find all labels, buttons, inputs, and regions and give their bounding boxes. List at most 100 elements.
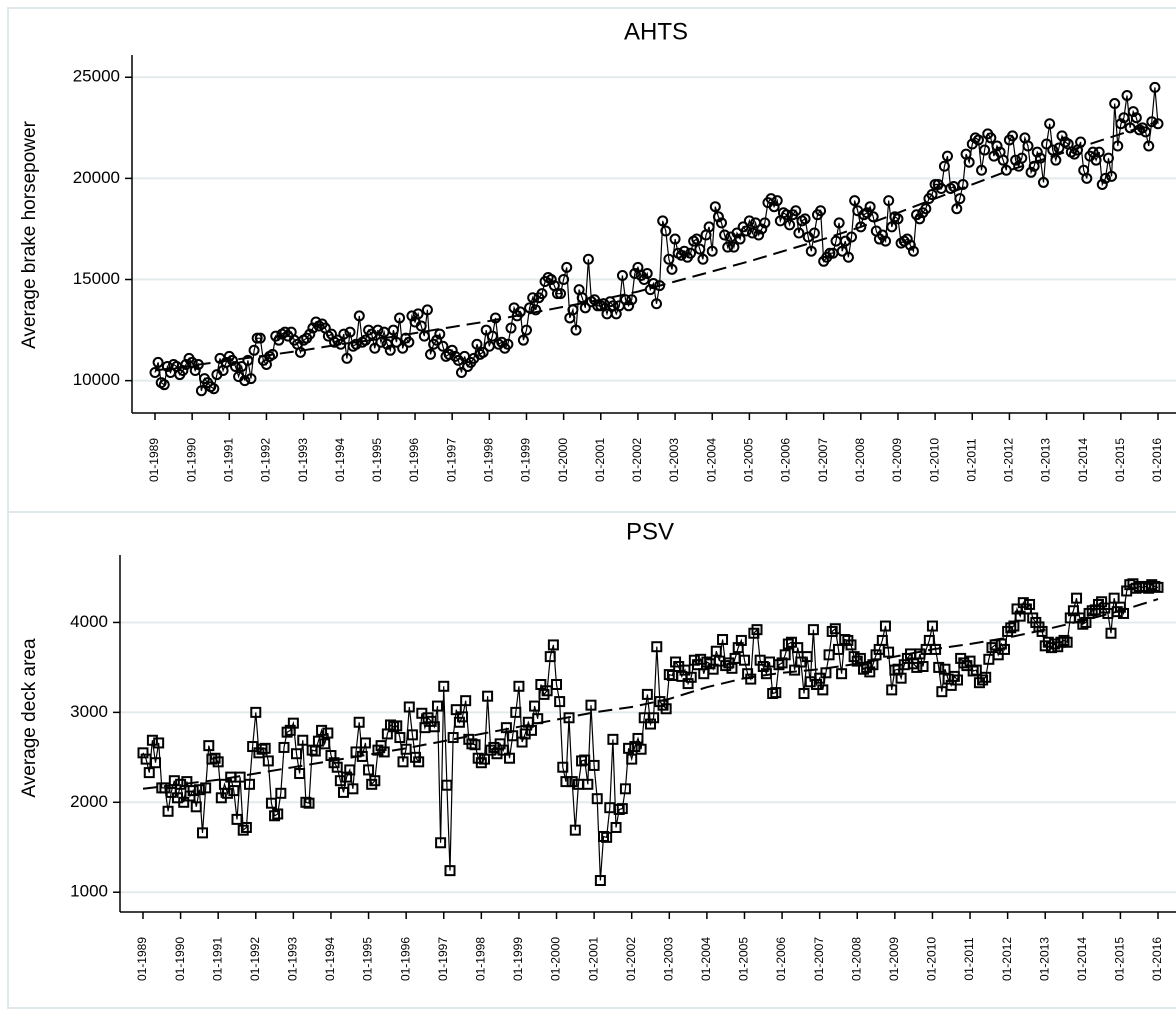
x-tick-label: 01-1998 xyxy=(482,438,496,482)
point xyxy=(886,221,898,233)
point xyxy=(576,292,588,304)
point xyxy=(457,711,469,723)
point xyxy=(846,231,858,243)
point xyxy=(387,324,399,336)
point xyxy=(363,764,375,776)
point xyxy=(799,213,811,225)
point xyxy=(544,651,556,663)
point xyxy=(412,308,424,320)
point xyxy=(836,668,848,680)
point xyxy=(879,620,891,632)
y-tick-label: 20000 xyxy=(73,168,120,187)
point xyxy=(798,687,810,699)
x-tick-label: 01-1991 xyxy=(210,937,224,981)
point xyxy=(1099,172,1111,184)
point xyxy=(146,734,158,746)
point xyxy=(1047,144,1059,156)
point xyxy=(291,748,303,760)
y-tick-label: 10000 xyxy=(73,370,120,389)
point xyxy=(666,263,678,275)
point xyxy=(431,700,443,712)
point xyxy=(849,195,861,207)
x-tick-label: 01-2008 xyxy=(849,937,863,981)
point xyxy=(428,721,440,733)
point xyxy=(709,201,721,213)
point xyxy=(864,666,876,678)
x-tick-label: 01-1997 xyxy=(444,438,458,482)
point xyxy=(566,776,578,788)
point xyxy=(1096,178,1108,190)
point xyxy=(312,735,324,747)
point xyxy=(353,716,365,728)
point xyxy=(753,229,765,241)
point xyxy=(691,233,703,245)
point xyxy=(738,654,750,666)
point xyxy=(591,793,603,805)
point xyxy=(826,625,838,637)
point xyxy=(682,678,694,690)
point xyxy=(876,634,888,646)
point xyxy=(1041,138,1053,150)
point xyxy=(952,674,964,686)
point xyxy=(344,326,356,338)
x-tick-label: 01-1997 xyxy=(436,937,450,981)
trend-line xyxy=(154,120,1159,372)
point xyxy=(272,808,284,820)
point xyxy=(195,385,207,397)
x-tick-label: 01-2016 xyxy=(1150,438,1164,482)
point xyxy=(938,160,950,172)
point xyxy=(623,300,635,312)
point xyxy=(1152,581,1164,593)
point xyxy=(244,778,256,790)
figure-frame xyxy=(7,7,1176,1009)
point xyxy=(1061,636,1073,648)
point xyxy=(547,639,559,651)
point xyxy=(187,785,199,797)
y-tick-label: 25000 xyxy=(73,67,120,86)
point xyxy=(434,328,446,340)
point xyxy=(236,360,248,372)
point xyxy=(269,810,281,822)
point xyxy=(1130,112,1142,124)
point xyxy=(635,743,647,755)
point xyxy=(1031,146,1043,158)
point xyxy=(431,334,443,346)
point xyxy=(694,243,706,255)
point xyxy=(1017,597,1029,609)
point xyxy=(805,245,817,257)
point xyxy=(616,803,628,815)
point xyxy=(883,195,895,207)
point xyxy=(502,338,514,350)
point xyxy=(494,738,506,750)
point xyxy=(435,837,447,849)
point xyxy=(722,241,734,253)
point xyxy=(679,664,691,676)
point xyxy=(644,284,656,296)
point xyxy=(384,719,396,731)
point xyxy=(582,778,594,790)
point xyxy=(793,227,805,239)
point xyxy=(941,150,953,162)
y-axis-label: Average deck area xyxy=(19,638,40,798)
point xyxy=(1016,152,1028,164)
point xyxy=(446,344,458,356)
point xyxy=(517,334,529,346)
point xyxy=(832,643,844,655)
point xyxy=(341,771,353,783)
point xyxy=(807,624,819,636)
point xyxy=(801,651,813,663)
point xyxy=(391,720,403,732)
point xyxy=(685,671,697,683)
point xyxy=(997,154,1009,166)
y-tick-label: 1000 xyxy=(70,882,108,901)
x-tick-label: 01-1999 xyxy=(511,937,525,981)
point xyxy=(784,219,796,231)
point xyxy=(281,726,293,738)
point xyxy=(768,201,780,213)
point xyxy=(610,821,622,833)
x-tick-label: 01-2010 xyxy=(927,438,941,482)
point xyxy=(460,695,472,707)
point xyxy=(790,205,802,217)
point xyxy=(222,787,234,799)
point xyxy=(619,783,631,795)
